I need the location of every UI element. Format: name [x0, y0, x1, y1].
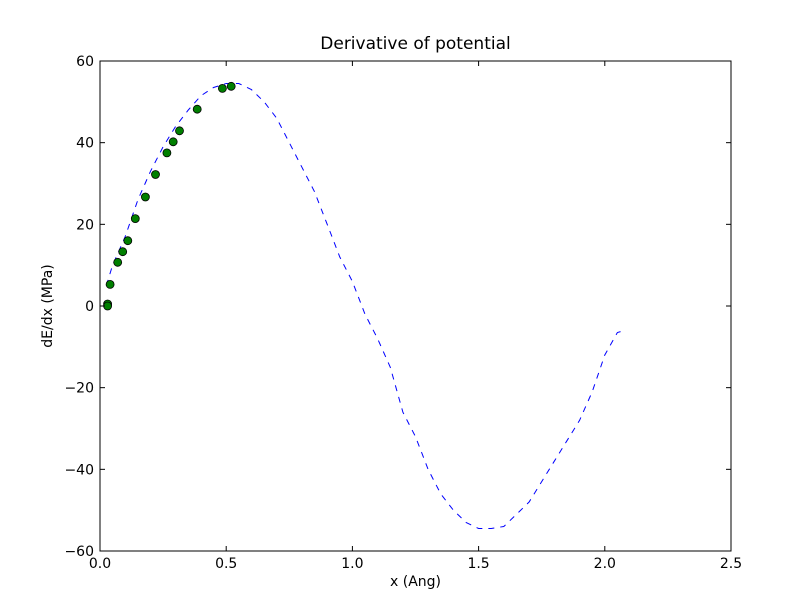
y-tick-label: 60	[76, 54, 94, 70]
data-point	[113, 257, 123, 267]
data-point	[162, 148, 172, 158]
x-tick-label: 0.5	[215, 556, 237, 572]
data-point	[151, 170, 160, 179]
data-point	[217, 84, 227, 93]
y-tick-label: −40	[64, 462, 94, 478]
data-point	[140, 192, 150, 202]
x-tick-label: 2.0	[594, 556, 616, 572]
y-axis-ticks: −60 −40 −20 0 20 40 60	[64, 54, 731, 560]
data-point	[192, 104, 202, 114]
x-tick-label: 1.5	[467, 556, 489, 572]
y-tick-label: −20	[64, 381, 94, 397]
y-axis-label: dE/dx (MPa)	[40, 264, 56, 347]
x-axis-ticks: 0.0 0.5 1.0 1.5 2.0 2.5	[89, 61, 742, 572]
data-point	[130, 214, 140, 224]
data-point	[175, 126, 184, 136]
data-point	[168, 137, 178, 147]
x-tick-label: 1.0	[341, 556, 363, 572]
y-tick-label: 20	[76, 217, 94, 233]
x-tick-label: 2.5	[720, 556, 742, 572]
y-tick-label: −60	[64, 544, 94, 560]
data-point	[118, 247, 128, 257]
chart-title: Derivative of potential	[320, 34, 510, 54]
y-tick-label: 40	[76, 136, 94, 152]
data-point	[123, 236, 133, 246]
data-point	[105, 279, 115, 289]
x-tick-label: 0.0	[89, 556, 111, 572]
y-tick-label: 0	[85, 299, 94, 315]
plot-area	[103, 81, 626, 529]
series-line-dashed	[105, 83, 626, 529]
x-axis-label: x (Ang)	[390, 574, 441, 590]
data-point	[226, 81, 236, 91]
